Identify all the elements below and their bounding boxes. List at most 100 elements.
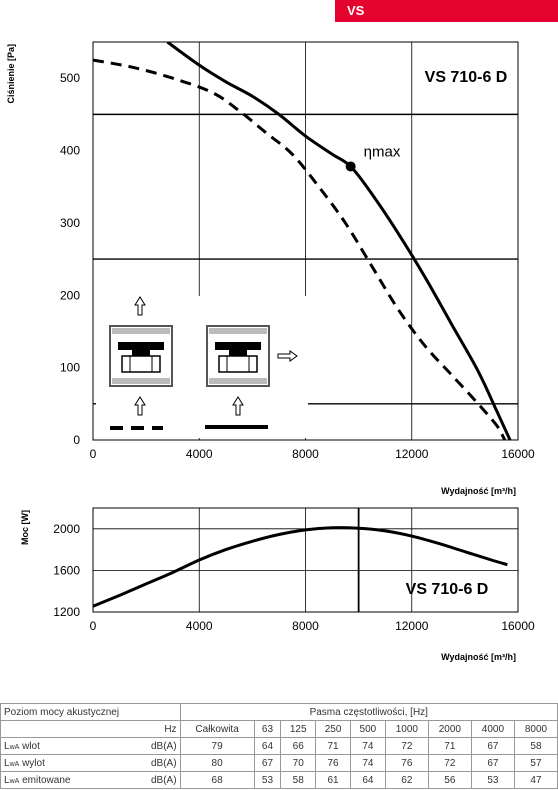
x-tick-label: 16000 (501, 619, 535, 633)
y-tick-label: 100 (60, 361, 80, 375)
x-tick-label: 4000 (186, 619, 213, 633)
y-tick-label: 500 (60, 71, 80, 85)
noise-col-4000: 4000 (470, 720, 515, 738)
y-axis-title: Ciśnienie [Pa] (6, 44, 16, 104)
noise-cell: 47 (513, 771, 558, 789)
x-tick-label: 12000 (395, 619, 429, 633)
noise-empty-cell (0, 720, 126, 738)
free-inlet-fan-diagram-icon (206, 325, 270, 387)
noise-col-250: 250 (315, 720, 351, 738)
noise-row-wylot: LwA wylot dB(A) 80 67 70 76 74 76 72 67 … (0, 754, 558, 772)
x-axis-title: Wydajność [m³/h] (441, 652, 516, 662)
noise-bands-title: Pasma częstotliwości, [Hz] (179, 703, 558, 721)
noise-cell: 74 (349, 754, 386, 772)
x-tick-label: 4000 (186, 447, 213, 461)
noise-col-125: 125 (280, 720, 317, 738)
eta-max-label: ηmax (364, 143, 401, 160)
x-axis-title: Wydajność [m³/h] (441, 486, 516, 496)
y-tick-label: 1600 (53, 563, 80, 577)
x-tick-label: 0 (90, 447, 97, 461)
series-line-dashed (93, 58, 507, 440)
noise-cell: 62 (384, 771, 429, 789)
noise-cell: 72 (427, 754, 472, 772)
noise-cell: 64 (253, 737, 282, 755)
chart-title: VS 710-6 D (406, 581, 489, 598)
x-tick-label: 8000 (292, 619, 319, 633)
plot-frame (92, 507, 519, 613)
arrow-shape (232, 396, 244, 416)
noise-row-wlot: LwA wlot dB(A) 79 64 66 71 74 72 71 67 5… (0, 737, 558, 755)
fan-housing-top (209, 328, 267, 334)
arrow-shape (277, 350, 298, 362)
y-axis-title: Moc [W] (20, 510, 30, 545)
y-tick-label: 300 (60, 216, 80, 230)
fan-motor (218, 355, 258, 373)
noise-cell: 71 (427, 737, 472, 755)
x-tick-label: 0 (90, 619, 97, 633)
noise-row-unit: dB(A) (125, 754, 181, 772)
noise-row-label: LwA emitowane (0, 771, 126, 789)
noise-cell: 53 (253, 771, 282, 789)
airflow-up-arrow-icon (232, 396, 244, 416)
fan-impeller-plate (215, 342, 261, 350)
chart-title: VS 710-6 D (425, 69, 508, 86)
noise-cell: 64 (349, 771, 386, 789)
noise-col-2000: 2000 (427, 720, 472, 738)
eta-max-point (345, 161, 356, 172)
noise-cell: 66 (280, 737, 317, 755)
series-line-solid (93, 526, 508, 608)
fan-impeller-plate (118, 342, 164, 350)
y-tick-label: 200 (60, 288, 80, 302)
fan-performance-charts: 0 4000 8000 12000 160000100200300400500Wydaj… (6, 41, 535, 662)
noise-cell: 72 (384, 737, 429, 755)
noise-cell: 68 (179, 771, 255, 789)
noise-cell: 70 (280, 754, 317, 772)
noise-hz-label: Hz (125, 720, 181, 738)
noise-col-total: Całkowita (179, 720, 255, 738)
noise-col-1000: 1000 (384, 720, 429, 738)
noise-cell: 57 (513, 754, 558, 772)
noise-cell: 80 (179, 754, 255, 772)
fan-housing-top (112, 328, 170, 334)
noise-cell: 67 (253, 754, 282, 772)
noise-cell: 76 (315, 754, 351, 772)
noise-cell: 67 (470, 737, 515, 755)
noise-table-header-row: Poziom mocy akustycznej Pasma częstotliw… (0, 703, 558, 721)
x-tick-label: 16000 (501, 447, 535, 461)
inlet-duct-fan-diagram-icon (109, 325, 173, 387)
noise-table: Poziom mocy akustycznej Pasma częstotliw… (0, 703, 558, 789)
airflow-up-arrow-icon (134, 396, 146, 416)
noise-row-emitowane: LwA emitowane dB(A) 68 53 58 61 64 62 56… (0, 771, 558, 789)
noise-col-500: 500 (349, 720, 386, 738)
noise-cell: 71 (315, 737, 351, 755)
noise-cell: 58 (513, 737, 558, 755)
y-tick-label: 0 (73, 433, 80, 447)
series-tag-label: VS (347, 3, 365, 18)
noise-row-label: LwA wylot (0, 754, 126, 772)
fan-motor (121, 355, 161, 373)
noise-cell: 76 (384, 754, 429, 772)
noise-cell: 74 (349, 737, 386, 755)
fan-housing-bottom (209, 378, 267, 384)
noise-cell: 56 (427, 771, 472, 789)
x-tick-label: 12000 (395, 447, 429, 461)
noise-row-unit: dB(A) (125, 771, 181, 789)
y-tick-label: 400 (60, 144, 80, 158)
noise-table-title: Poziom mocy akustycznej (0, 703, 181, 721)
noise-col-8000: 8000 (513, 720, 558, 738)
arrow-shape (134, 396, 146, 416)
noise-cell: 67 (470, 754, 515, 772)
fan-housing-bottom (112, 378, 170, 384)
noise-table-columns-row: Hz Całkowita 63 125 250 500 1000 2000 40… (0, 720, 558, 738)
noise-cell: 53 (470, 771, 515, 789)
noise-cell: 58 (280, 771, 317, 789)
noise-row-label: LwA wlot (0, 737, 126, 755)
x-tick-label: 8000 (292, 447, 319, 461)
noise-cell: 79 (179, 737, 255, 755)
airflow-up-arrow-icon (134, 296, 146, 316)
noise-col-63: 63 (253, 720, 282, 738)
y-tick-label: 2000 (53, 522, 80, 536)
series-tag: VS (335, 0, 558, 22)
noise-cell: 61 (315, 771, 351, 789)
y-tick-label: 1200 (53, 605, 80, 619)
